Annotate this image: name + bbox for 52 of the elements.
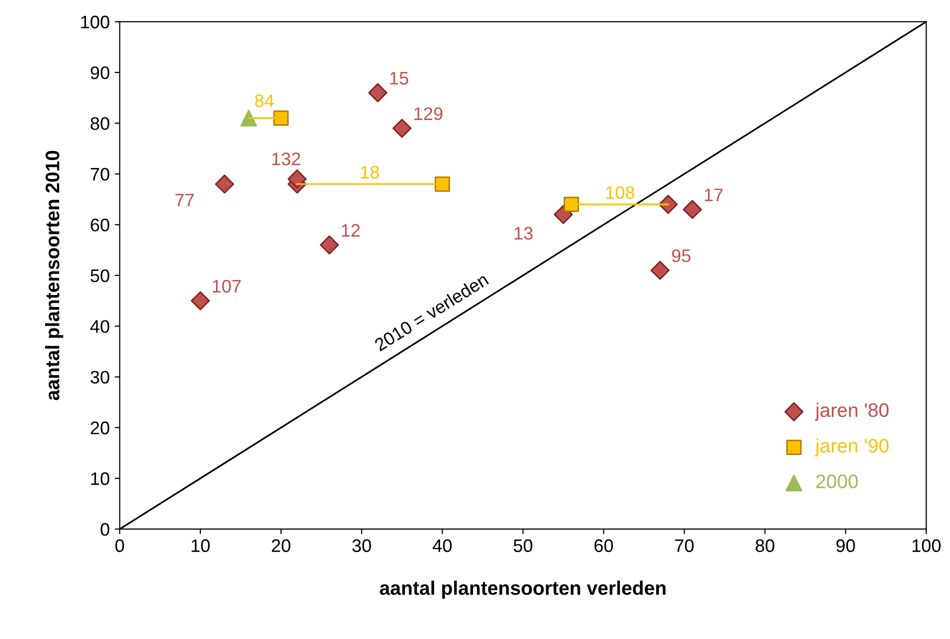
y-tick-label: 40: [90, 320, 110, 333]
x-tick-label: 60: [594, 539, 613, 552]
x-tick-label: 90: [836, 539, 855, 552]
y-tick-label: 0: [100, 523, 110, 536]
annotation: 84: [255, 94, 274, 108]
annotation: 12: [342, 224, 360, 237]
annotation: 107: [212, 280, 241, 293]
legend-label: 2000: [816, 474, 858, 488]
x-tick-label: 0: [115, 539, 124, 552]
annotation: 108: [606, 186, 634, 199]
annotation: 17: [704, 188, 723, 202]
legend-label: jaren '90: [814, 438, 889, 457]
point: [190, 291, 210, 310]
x-tick-label: 40: [432, 539, 452, 552]
x-tick-label: 10: [192, 539, 210, 552]
annotation: 132: [272, 152, 300, 166]
legend-label: jaren '80: [814, 402, 889, 421]
point: [392, 118, 412, 138]
x-tick-label: 50: [514, 539, 532, 552]
x-tick-label: 20: [272, 539, 290, 552]
y-tick-label: 90: [90, 66, 110, 80]
point: [288, 169, 307, 189]
y-tick-label: 80: [90, 117, 110, 130]
y-tick-label: 70: [90, 168, 110, 181]
x-tick-label: 80: [756, 539, 774, 552]
point: [368, 83, 388, 102]
y-tick-label: 60: [90, 218, 110, 232]
point: [564, 196, 580, 212]
point: [434, 176, 450, 192]
annotation: 129: [414, 107, 442, 120]
annotation: 15: [390, 72, 408, 85]
point: [273, 110, 289, 126]
annotation: 95: [672, 249, 691, 262]
point: [650, 260, 670, 280]
annotation: 18: [361, 166, 379, 179]
x-axis-title: aantal plantensoorten verleden: [380, 580, 666, 599]
y-tick-label: 100: [81, 16, 110, 28]
y-tick-label: 20: [90, 422, 110, 434]
annotation: 13: [514, 226, 533, 240]
x-tick-label: 30: [352, 539, 371, 552]
y-tick-label: 50: [90, 269, 110, 282]
point: [240, 110, 258, 126]
y-tick-label: 30: [90, 370, 110, 384]
y-tick-label: 10: [91, 472, 110, 486]
x-tick-label: 70: [675, 539, 694, 552]
point: [320, 235, 339, 254]
point: [658, 194, 678, 214]
point: [215, 174, 234, 194]
y-axis-title: aantal plantensoorten 2010: [45, 150, 64, 400]
x-tick-label: 100: [912, 539, 941, 552]
point: [682, 200, 702, 219]
annotation: 77: [175, 194, 194, 206]
